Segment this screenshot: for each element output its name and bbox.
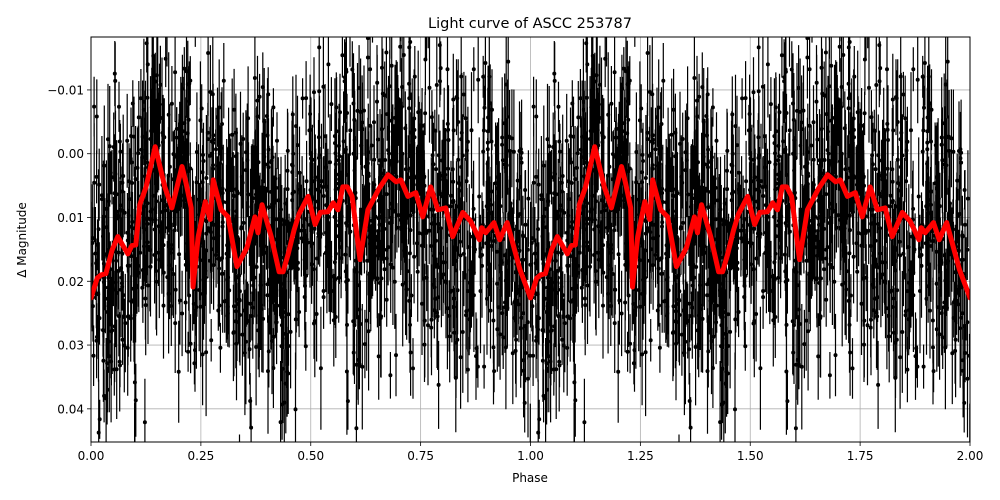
x-tick-label: 1.75 [847, 449, 874, 463]
y-tick-label: −0.01 [47, 83, 84, 97]
y-tick-label: 0.02 [57, 275, 84, 289]
x-tick-label: 0.75 [407, 449, 434, 463]
y-tick-label: 0.00 [57, 147, 84, 161]
x-tick-label: 1.25 [627, 449, 654, 463]
x-tick-label: 1.00 [517, 449, 544, 463]
y-tick-label: 0.03 [57, 339, 84, 353]
chart-title: Light curve of ASCC 253787 [428, 16, 632, 32]
x-axis-label: Phase [512, 471, 548, 485]
x-tick-label: 0.50 [297, 449, 324, 463]
y-tick-label: 0.01 [57, 211, 84, 225]
x-tick-label: 0.25 [188, 449, 215, 463]
x-tick-label: 1.50 [737, 449, 764, 463]
x-tick-label: 2.00 [957, 449, 984, 463]
x-axis-ticks: 0.00 0.25 0.50 0.75 1.00 1.25 1.50 1.75 2.00 [78, 442, 984, 463]
x-tick-label: 0.00 [78, 449, 105, 463]
y-axis-ticks: −0.01 0.00 0.01 0.02 0.03 0.04 [47, 83, 91, 416]
model-curve [91, 144, 970, 301]
y-axis-label: Δ Magnitude [15, 202, 29, 278]
y-tick-label: 0.04 [57, 402, 84, 416]
